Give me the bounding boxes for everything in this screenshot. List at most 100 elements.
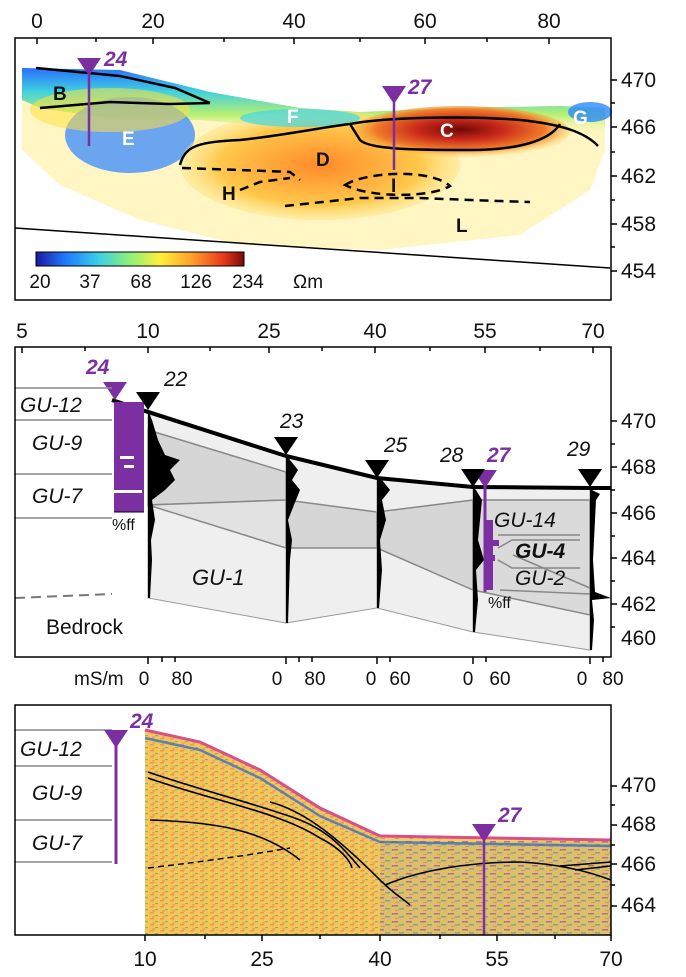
pff-label: %ff <box>112 517 135 534</box>
panel-a-frame <box>14 37 612 301</box>
colorbar-tick: 68 <box>130 272 151 293</box>
log-scale-tick: 0 <box>366 669 377 690</box>
panel-b-y-tick: 462 <box>621 593 656 616</box>
borehole-label: 29 <box>566 438 591 461</box>
pff-label: %ff <box>488 595 511 612</box>
panel-c-y-tick: 466 <box>621 853 656 876</box>
panel-b-y-tick: 464 <box>621 547 656 570</box>
zone-label: G <box>573 108 588 129</box>
colorbar-tick: 234 <box>232 272 264 293</box>
zone-label: B <box>53 84 67 105</box>
panel-c-y-tick: 470 <box>621 774 656 797</box>
well-label: 27 <box>486 444 512 467</box>
panel-b-y-tick: 470 <box>621 410 656 433</box>
conductivity-logs <box>148 410 611 650</box>
well-label: 27 <box>407 76 433 99</box>
colorbar-tick: 20 <box>29 272 50 293</box>
log-scale-tick: 0 <box>139 669 150 690</box>
panel-c-x-tick: 40 <box>368 948 391 971</box>
gpr-interpretation <box>147 771 612 906</box>
log-scale-tick: 0 <box>272 669 283 690</box>
colorbar <box>35 251 245 267</box>
colorbar-unit: Ωm <box>293 272 323 293</box>
borehole-label: 23 <box>279 410 304 433</box>
log-scale-tick: 80 <box>171 669 192 690</box>
log-scale-tick: 0 <box>463 669 474 690</box>
well-label: 27 <box>497 804 523 827</box>
panel-b-x-tick: 70 <box>581 320 604 343</box>
unit-label: GU-7 <box>32 485 83 508</box>
zone-label: H <box>222 184 236 205</box>
panel-c-x-tick: 55 <box>485 948 508 971</box>
panel-a-x-tick: 80 <box>537 10 560 33</box>
panel-a-x-tick: 40 <box>282 10 305 33</box>
gpr-section-right <box>380 836 611 935</box>
panel-c-gpr: GU-12 GU-9 GU-7 24 27 470 468 466 464 <box>14 704 656 971</box>
colorbar-tick: 126 <box>180 272 212 293</box>
panel-b-y-tick: 468 <box>621 456 656 479</box>
panel-b-x-tick: 5 <box>16 320 28 343</box>
well-27-log: 27 %ff <box>473 444 512 612</box>
well-24-marker: 24 <box>104 710 154 864</box>
unit-dividers-right <box>497 534 580 569</box>
borehole-markers <box>136 392 602 487</box>
log-scale-tick: 60 <box>389 669 410 690</box>
unit-label: GU-12 <box>20 394 82 417</box>
unit-dividers-left <box>15 387 112 519</box>
colorbar-tick: 37 <box>79 272 100 293</box>
panel-c-x-tick: 10 <box>133 948 156 971</box>
zone-label: E <box>122 129 135 150</box>
log-scale-tick: 60 <box>489 669 510 690</box>
unit-label: GU-12 <box>20 738 82 761</box>
unit-label: GU-2 <box>515 567 565 590</box>
well-label: 24 <box>129 710 154 733</box>
panel-b-x-tick: 10 <box>136 320 159 343</box>
well-24-log: %ff 24 <box>85 356 144 534</box>
borehole-label: 25 <box>383 434 408 457</box>
panel-b-x-tick: 40 <box>363 320 386 343</box>
well-label: 24 <box>103 48 128 71</box>
panel-c-x-tick: 25 <box>250 948 273 971</box>
panel-b-frame <box>14 346 612 658</box>
unit-label-gu1: GU-1 <box>192 565 245 590</box>
panel-a-x-tick: 20 <box>141 10 164 33</box>
unit-dividers-gpr <box>15 729 112 863</box>
panel-a-x-tick: 0 <box>31 10 43 33</box>
unit-label: GU-7 <box>32 832 83 855</box>
borehole-label: 28 <box>439 444 464 467</box>
log-scale-tick: 0 <box>577 669 588 690</box>
log-scale-tick: 80 <box>602 669 623 690</box>
panel-b-y-tick: 466 <box>621 502 656 525</box>
panel-b-x-tick: 55 <box>473 320 496 343</box>
panel-a-y-tick: 462 <box>621 165 656 188</box>
panel-b-conductivity: 5 10 25 40 55 70 <box>14 320 656 690</box>
panel-a-y-tick: 466 <box>621 116 656 139</box>
panel-a-y-tick: 470 <box>621 69 656 92</box>
well-24-marker: 24 <box>77 48 128 146</box>
resistivity-contours <box>35 66 599 166</box>
zone-label: I <box>391 176 396 197</box>
well-label: 24 <box>85 356 110 379</box>
zone-label: D <box>316 150 330 171</box>
panel-c-x-tick: 70 <box>599 948 622 971</box>
well-27-marker: 27 <box>472 804 523 935</box>
well-27-marker: 27 <box>382 76 433 170</box>
panel-a-resistivity: 0 20 40 60 80 <box>14 10 656 301</box>
unit-label: GU-14 <box>494 509 556 532</box>
unit-label: GU-9 <box>32 782 82 805</box>
zone-label: F <box>287 107 299 128</box>
correlation-panels <box>147 409 591 651</box>
bedrock-label: Bedrock <box>46 616 124 639</box>
gpr-section-left <box>145 730 380 935</box>
panel-c-frame <box>14 704 612 936</box>
panel-c-y-tick: 464 <box>621 894 656 917</box>
panel-b-x-tick: 25 <box>257 320 280 343</box>
borehole-label: 22 <box>163 368 188 391</box>
unit-label: GU-4 <box>515 540 565 563</box>
panel-a-x-tick: 60 <box>413 10 436 33</box>
log-unit: mS/m <box>74 669 124 690</box>
panel-c-y-tick: 468 <box>621 813 656 836</box>
zone-label: C <box>440 121 454 142</box>
log-scale-tick: 80 <box>304 669 325 690</box>
